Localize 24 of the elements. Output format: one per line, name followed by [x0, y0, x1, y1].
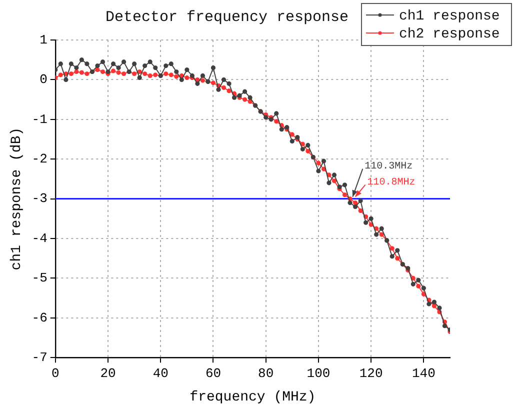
y-tick-label: 0 — [40, 72, 48, 88]
x-tick-label: 0 — [51, 366, 60, 381]
x-tick-label: 40 — [152, 366, 168, 381]
chart-title: Detector frequency response — [105, 8, 349, 26]
y-tick-label: -4 — [32, 230, 48, 246]
x-tick-label: 80 — [258, 366, 274, 381]
annotation: 110.8MHz — [367, 177, 416, 188]
x-tick-label: 20 — [100, 366, 116, 381]
legend-label: ch2 response — [399, 26, 500, 43]
y-tick-label: -3 — [32, 191, 48, 206]
y-tick-label: -5 — [32, 270, 48, 286]
y-tick-label: -1 — [32, 112, 48, 127]
x-tick-label: 140 — [412, 366, 436, 381]
y-tick-label: -2 — [32, 152, 48, 167]
y-tick-label: -6 — [32, 310, 48, 326]
x-tick-label: 100 — [306, 366, 330, 381]
y-axis-title: ch1 response (dB) — [9, 127, 26, 270]
x-tick-label: 60 — [205, 366, 222, 381]
y-tick-label: 1 — [40, 32, 48, 48]
x-axis-title: frequency (MHz) — [190, 389, 316, 406]
annotation: 110.3MHz — [364, 161, 413, 172]
legend-label: ch1 response — [399, 8, 500, 25]
y-tick-label: -7 — [32, 350, 48, 366]
x-tick-label: 120 — [359, 366, 383, 381]
